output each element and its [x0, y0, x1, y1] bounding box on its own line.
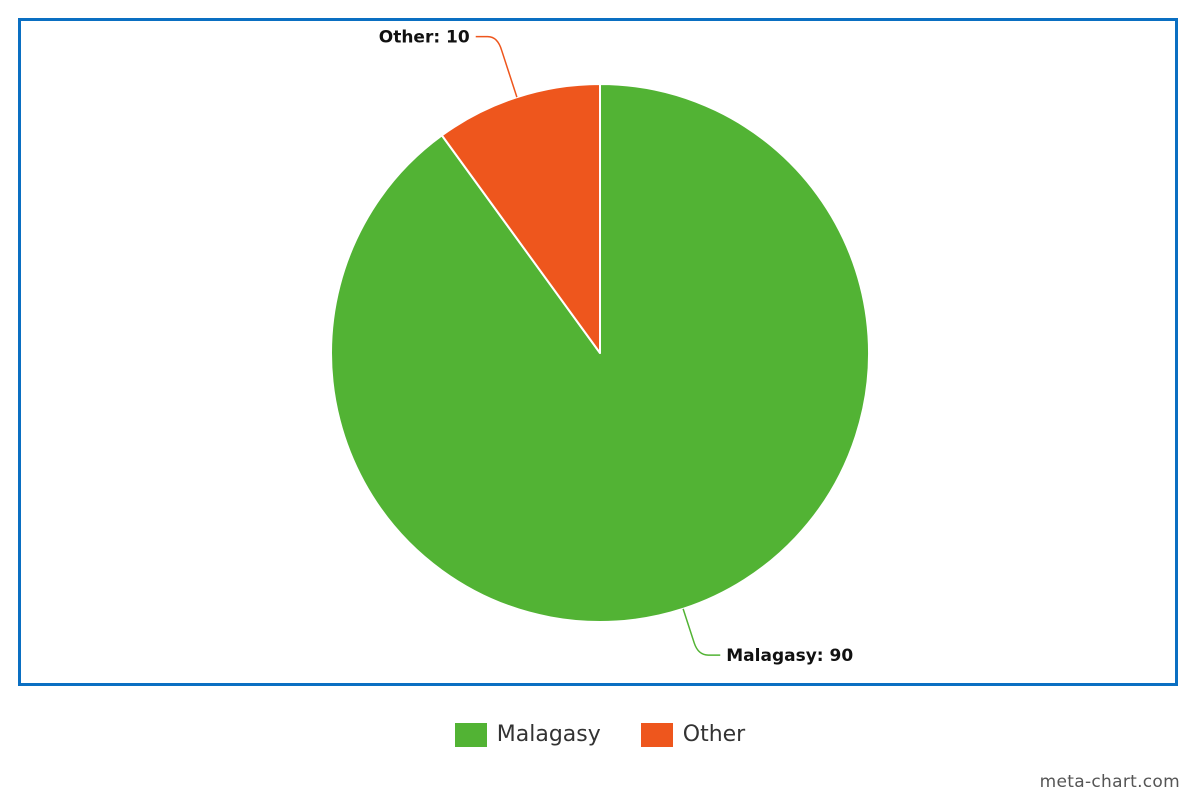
data-label-malagasy: Malagasy: 90	[726, 646, 853, 666]
data-label-other: Other: 10	[379, 28, 470, 48]
watermark-link[interactable]: meta-chart.com	[1039, 772, 1180, 792]
legend: Malagasy Other	[0, 722, 1200, 747]
legend-label-other: Other	[682, 722, 746, 747]
connector-other	[475, 35, 518, 98]
legend-item-malagasy[interactable]: Malagasy	[454, 722, 601, 747]
legend-label-malagasy: Malagasy	[496, 722, 601, 747]
connector-malagasy	[682, 608, 721, 656]
legend-swatch-malagasy	[454, 722, 487, 747]
pie-slices	[330, 83, 870, 623]
pie-labels: Malagasy: 90 Other: 10	[379, 28, 854, 667]
legend-swatch-other	[640, 722, 673, 747]
pie-slice-other[interactable]	[440, 83, 601, 354]
legend-item-other[interactable]: Other	[640, 722, 746, 747]
